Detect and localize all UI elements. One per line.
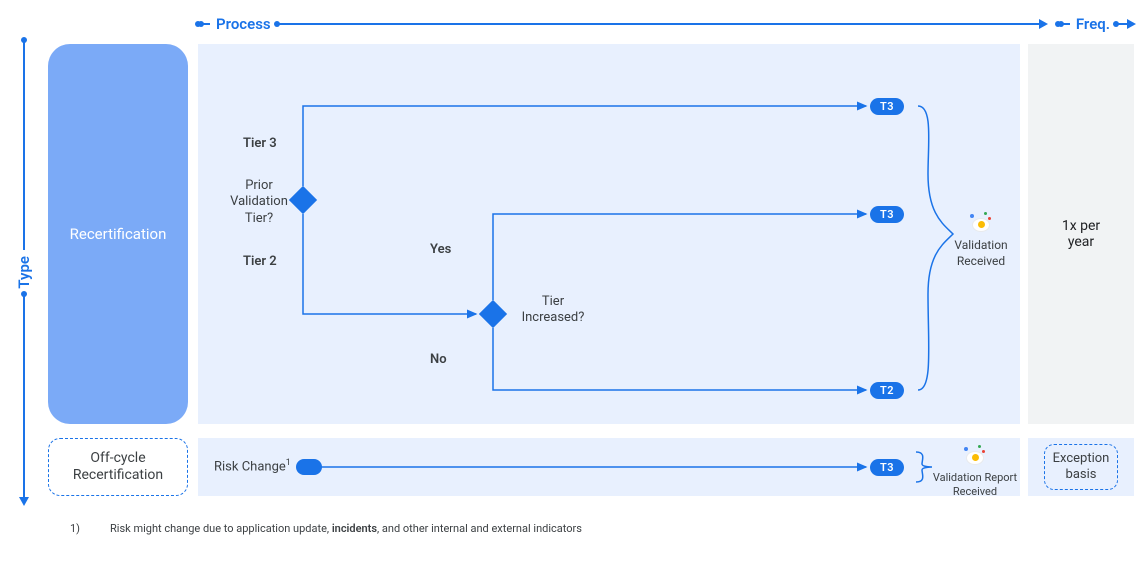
freq-main-text: 1x per year — [1062, 218, 1100, 250]
offcycle-start-node — [296, 459, 322, 475]
footnote-post: , and other internal and external indica… — [377, 522, 582, 535]
tier3-branch-label: Tier 3 — [243, 136, 277, 151]
freq-axis-cap — [1058, 23, 1070, 25]
footnote-pre: Risk might change due to application upd… — [110, 522, 332, 535]
validation-off-text: Validation Report Received — [932, 471, 1018, 500]
footnote-num: 1) — [70, 522, 80, 535]
footnote: 1) Risk might change due to application … — [70, 522, 582, 535]
diagram-root: Process Freq. Type Recertification Off-c… — [10, 10, 1134, 554]
type-axis-down — [23, 294, 25, 504]
decision-2-label: Tier Increased? — [513, 294, 593, 327]
type-axis: Type — [10, 40, 38, 504]
axis-cap-left — [198, 23, 210, 25]
risk-change-text: Risk Change — [214, 459, 286, 474]
tier2-branch-label: Tier 2 — [243, 254, 277, 269]
recertification-label: Recertification — [70, 225, 167, 243]
header-axis: Process Freq. — [198, 10, 1134, 38]
freq-main-panel: 1x per year — [1028, 44, 1134, 424]
freq-off-box: Exception basis — [1044, 444, 1119, 489]
no-branch-label: No — [430, 352, 447, 367]
type-axis-up — [23, 40, 25, 250]
freq-axis-label: Freq. — [1070, 15, 1116, 33]
freq-axis-line — [1116, 23, 1134, 25]
validation-icon — [970, 212, 992, 234]
freq-off-panel: Exception basis — [1028, 438, 1134, 496]
t2-pill: T2 — [870, 382, 904, 399]
validation-off: Validation Report Received — [932, 445, 1018, 500]
left-column: Recertification Off-cycle Recertificatio… — [48, 40, 188, 504]
risk-change-sup: 1 — [286, 458, 291, 468]
yes-branch-label: Yes — [430, 242, 451, 257]
process-axis-label: Process — [210, 15, 277, 33]
recertification-block: Recertification — [48, 44, 188, 424]
type-axis-label: Type — [15, 250, 33, 295]
decision-1-label: Prior Validation Tier? — [224, 178, 294, 227]
freq-off-text: Exception basis — [1053, 451, 1110, 482]
risk-change-label: Risk Change1 — [214, 458, 291, 474]
decision-2-diamond — [479, 300, 507, 328]
validation-main: Validation Received — [946, 212, 1016, 269]
t3-pill-mid: T3 — [870, 206, 904, 223]
footnote-text: Risk might change due to application upd… — [110, 522, 582, 535]
validation-off-icon — [964, 445, 986, 467]
offcycle-label: Off-cycle Recertification — [73, 450, 163, 484]
validation-main-text: Validation Received — [946, 238, 1016, 269]
process-axis-line — [277, 23, 1046, 25]
t3-pill-top: T3 — [870, 98, 904, 115]
offcycle-block: Off-cycle Recertification — [48, 438, 188, 496]
footnote-bold: incidents — [332, 522, 377, 535]
main-process-panel: Prior Validation Tier? Tier 3 Tier 2 Tie… — [198, 44, 1020, 424]
offcycle-process-panel: Risk Change1 T3 Validation Report Receiv… — [198, 438, 1020, 496]
t3-pill-off: T3 — [870, 459, 904, 476]
